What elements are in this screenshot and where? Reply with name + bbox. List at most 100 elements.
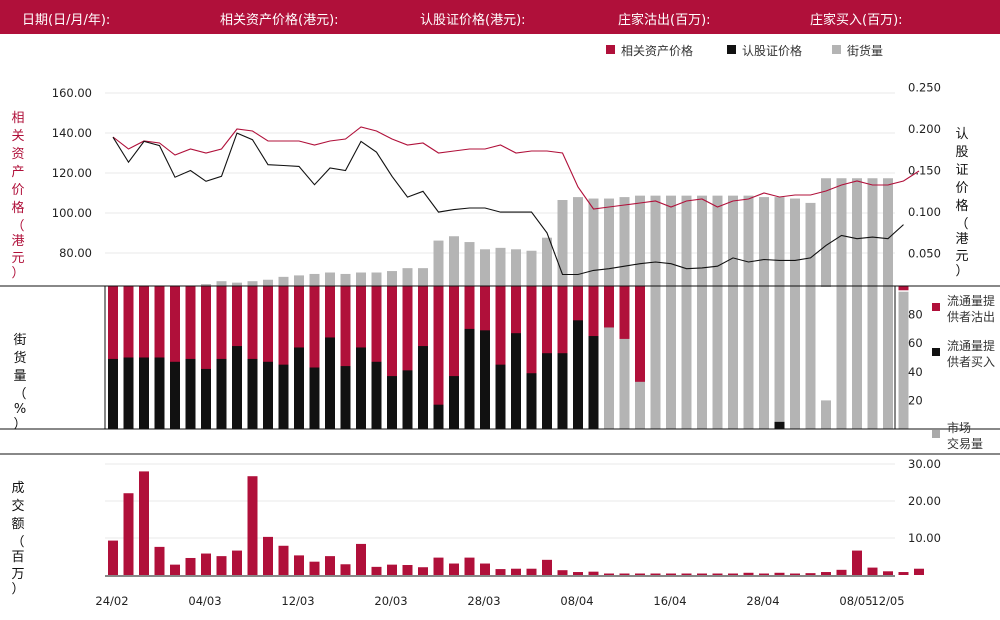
price-lines [112,126,920,276]
market-volume-bar [883,286,893,429]
legend-label: 流通量提 [947,338,995,353]
legend-swatch [606,45,615,54]
x-axis-tick: 12/05 [871,594,904,608]
legend-swatch [727,45,736,54]
x-axis-tick: 28/03 [467,594,500,608]
left-axis-title: 资 [11,147,24,162]
outstanding-bar [650,195,661,287]
outstanding-bar [666,195,676,287]
outstanding-bar [402,268,413,287]
mm-buy-bar [495,364,506,429]
right-axis-tick: 0.200 [908,122,941,136]
turnover-bar [790,573,800,575]
tick-labels: 160.00 140.00 120.00 100.00 80.00 0.250 0.200 0… [11,43,995,608]
market-volume-bar [790,286,800,429]
right-axis-title: 股 [955,145,968,160]
left-axis-title: 价 [11,183,24,198]
x-axis-tick: 08/05 [839,594,872,608]
outstanding-bar [526,250,537,287]
pct-axis-tick: 20 [908,393,923,407]
mm-buy-bar [588,336,599,429]
turnover-bar [821,572,831,575]
turnover-bar [449,563,459,575]
pct-axis-tick: 60 [908,336,923,350]
mm-sell-bar [387,286,397,429]
mm-buy-bar [774,421,785,429]
mm-buy-bar [387,376,397,429]
turnover-bar [666,573,676,575]
header-warrant-price-label: 认股证价格(港元): [420,13,526,28]
market-volume-bar [712,286,723,429]
pct-axis-title: 街 [13,333,26,348]
mm-buy-bar [294,347,304,429]
market-volume-bar [867,286,878,429]
market-volume-bar [604,327,614,429]
left-axis-tick: 140.00 [52,126,92,140]
outstanding-bar [340,273,351,287]
mm-sell-bar [309,286,320,429]
market-volume-bar [759,286,769,429]
turnover-bar [712,573,723,575]
x-axis-tick: 24/02 [95,594,128,608]
outstanding-bar [542,237,552,287]
turnover-axis-title: 百 [11,550,24,565]
mm-sell-bar [635,286,645,429]
turnover-bar [511,568,521,575]
turnover-bar [340,564,351,575]
mm-sell-bar [371,286,382,429]
outstanding-bar [635,195,645,287]
turnover-bar [232,550,242,575]
outstanding-bar [387,271,397,287]
right-axis-tick: 0.150 [908,164,941,178]
outstanding-bar [681,195,692,287]
outstanding-bar [759,197,769,287]
mm-buy-bar [573,320,583,429]
pct-axis-title: ） [13,417,26,432]
turnover-bar [557,570,568,575]
pct-axis-tick: 40 [908,365,923,379]
left-axis-title: 产 [11,165,24,180]
turnover-bar [681,573,692,575]
turnover-bar [402,565,413,575]
mm-sell-bar [402,286,413,429]
mm-sell-bar [170,286,180,429]
turnover-bar [418,567,428,575]
turnover-bar [371,566,382,575]
outstanding-bar [325,272,335,287]
outstanding-bar [216,281,227,287]
left-axis-tick: 120.00 [52,166,92,180]
turnover-bar [433,557,444,575]
pct-axis-title: 货 [13,350,26,366]
turnover-bar [697,573,707,575]
mm-sell-bar [278,286,289,429]
legend-label: 市场 [947,420,971,435]
right-axis-title: 证 [955,163,968,178]
right-axis-title: （ [955,217,968,232]
right-axis-title: 格 [955,198,968,214]
mm-buy-bar [201,368,211,429]
turnover-bar [774,572,785,575]
mm-buy-bar [433,404,444,429]
turnover-bar [619,573,630,575]
outstanding-bar [278,276,289,287]
turnover-bar [604,573,614,575]
turnover-bar [743,572,754,575]
asset-price-line [112,126,920,210]
mm-sell-bar [201,286,211,429]
market-volume-bar [852,286,862,429]
mm-sell-bar [495,286,506,429]
turnover-bar [464,557,475,575]
header-bar: 日期(日/月/年): 相关资产价格(港元): 认股证价格(港元): 庄家沽出(百… [0,0,1000,34]
outstanding-bar [464,242,475,287]
mm-buy-bar [511,333,521,429]
mm-buy-bar [325,337,335,429]
warrant-price-line [112,132,904,276]
outstanding-bar [790,198,800,287]
outstanding-bar [356,272,366,287]
turnover-axis-title: 万 [11,567,24,582]
market-volume-bar [650,286,661,429]
mm-buy-bar [263,361,273,429]
pct-axis-title: % [14,402,26,417]
mm-sell-bar [433,286,444,429]
turnover-bar [852,550,862,575]
